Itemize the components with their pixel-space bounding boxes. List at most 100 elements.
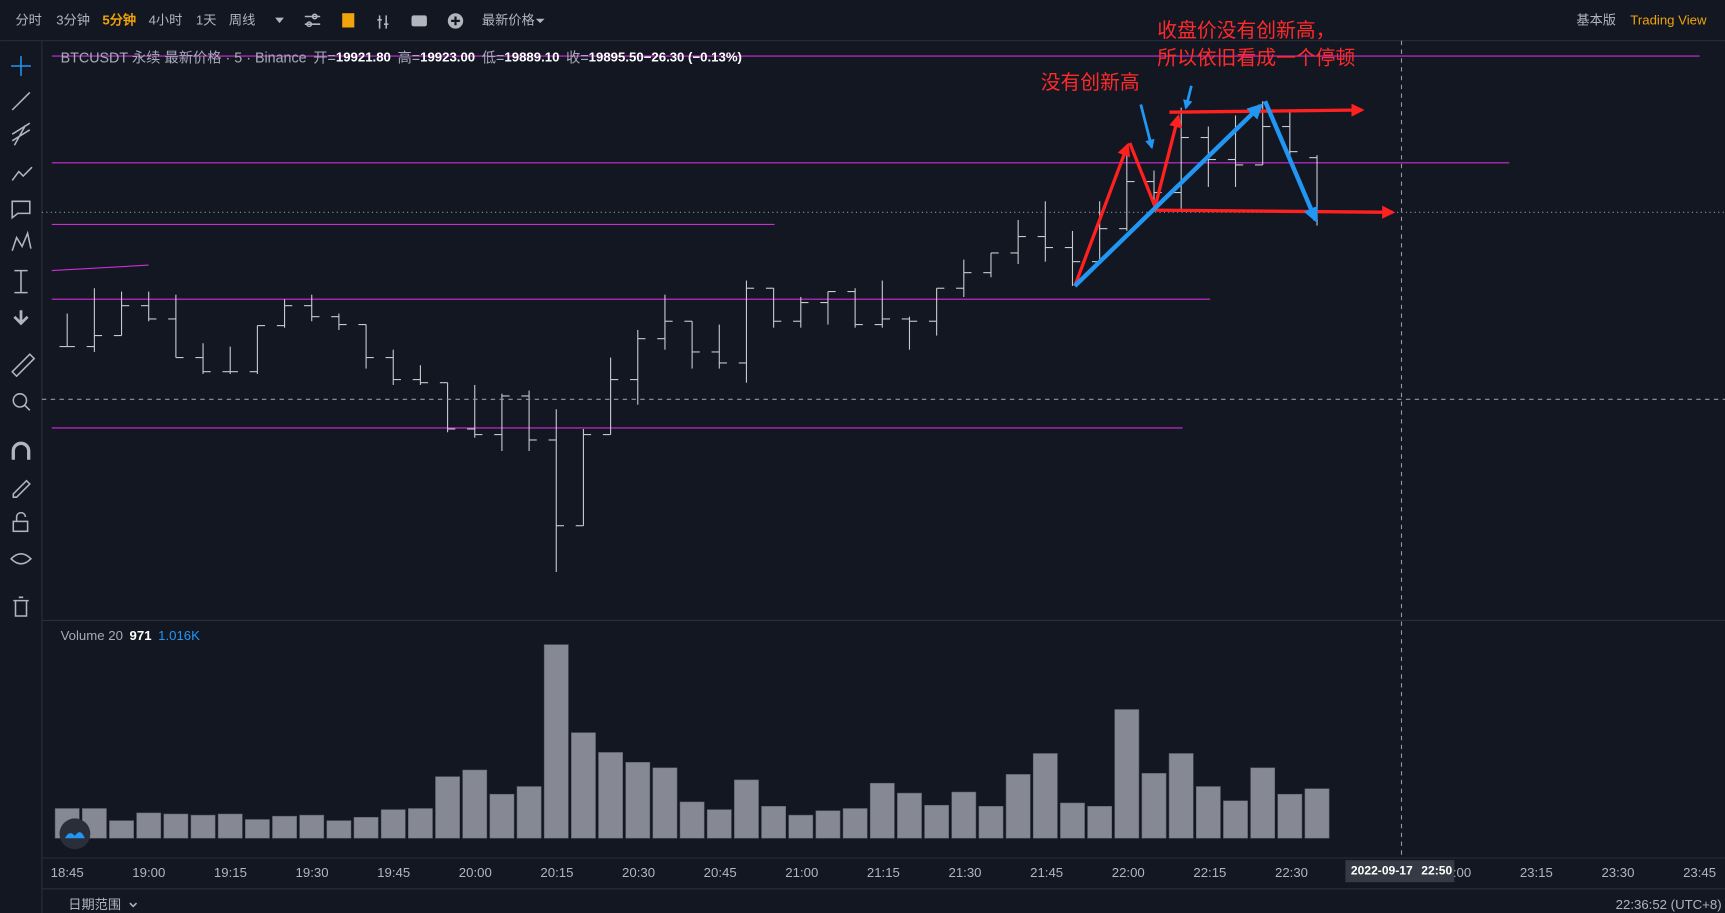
brand[interactable]: Trading View	[1630, 12, 1707, 27]
zoom-handle	[23, 404, 31, 411]
measure-tool[interactable]	[14, 269, 28, 294]
toolbar: 分时 3分钟 5分钟 4小时 1天 周线 最新价格 基本版 Trading View	[16, 11, 1707, 29]
volume-bar	[815, 810, 841, 839]
time-label: 23:30	[1601, 865, 1634, 880]
add-plus	[451, 16, 460, 26]
date-range[interactable]: 日期范围	[68, 897, 121, 912]
time-label: 23:15	[1520, 865, 1553, 880]
clock: 22:36:52 (UTC+8)	[1616, 897, 1722, 912]
volume-bar	[978, 806, 1004, 839]
volume-bar	[1195, 786, 1221, 839]
volume-bar	[353, 817, 379, 839]
volume-bar	[788, 814, 814, 839]
price-bars	[59, 101, 1325, 572]
time-label: 23:45	[1683, 865, 1716, 880]
volume-bar	[190, 814, 216, 839]
edition[interactable]: 基本版	[1576, 12, 1616, 27]
time-label: 22:15	[1193, 865, 1226, 880]
price-type[interactable]: 最新价格	[482, 12, 535, 27]
ruler-tool[interactable]	[11, 353, 36, 378]
volume-bar	[1277, 793, 1303, 839]
legend-low-label: 低=	[482, 49, 505, 66]
volume-bar	[435, 776, 460, 839]
replay-icon[interactable]	[377, 15, 389, 29]
legend-low: 19889.10	[504, 50, 559, 65]
time-label: 20:00	[459, 865, 492, 880]
volume-bar	[489, 793, 515, 839]
volume-bar	[924, 804, 950, 839]
time-label: 21:45	[1030, 865, 1063, 880]
indicators-icon[interactable]	[304, 13, 321, 28]
time-label: 19:30	[296, 865, 329, 880]
volume-bar	[652, 767, 678, 839]
horizontal-lines	[51, 55, 1700, 429]
interval[interactable]: 5分钟	[102, 11, 136, 27]
red-arrow	[1152, 205, 1396, 219]
time-label: 20:30	[622, 865, 655, 880]
volume-bar	[516, 786, 542, 839]
volume-bar	[462, 769, 488, 839]
template-icon[interactable]	[342, 13, 355, 28]
blue-arrow	[1139, 104, 1155, 150]
time-axis: 18:45 19:00 19:15 19:30 19:45 20:00 20:15 20:30…	[51, 865, 1716, 880]
volume-bar	[897, 792, 922, 839]
interval[interactable]: 周线	[229, 12, 255, 27]
volume-bar	[869, 782, 895, 839]
volume-bar	[1223, 800, 1248, 839]
drawn-line[interactable]	[51, 264, 149, 272]
volume-bar	[299, 814, 325, 839]
date-range-chevron	[129, 902, 138, 908]
time-label: 20:15	[540, 865, 573, 880]
camera-icon[interactable]	[411, 15, 427, 27]
pattern-tool[interactable]	[11, 230, 32, 252]
volume-bar	[1114, 709, 1140, 839]
fib-tool[interactable]	[11, 122, 31, 146]
legend-high: 19923.00	[420, 50, 475, 65]
crosshair-time: 22:50	[1421, 863, 1452, 877]
volume-ma: 1.016K	[158, 628, 200, 643]
legend-change: −26.30 (−0.13%)	[644, 50, 742, 65]
volume-bar	[625, 762, 651, 839]
crosshair-tool[interactable]	[11, 56, 31, 76]
volume-bar	[326, 820, 352, 839]
zoom-tool[interactable]	[12, 393, 28, 408]
volume-bar	[734, 779, 759, 839]
legend-high-label: 高=	[397, 49, 420, 66]
interval[interactable]: 1天	[196, 12, 217, 27]
volume-bar	[109, 820, 134, 839]
time-label: 22:30	[1275, 865, 1308, 880]
volume-bar	[679, 801, 705, 839]
price-type-dropdown[interactable]	[535, 18, 545, 24]
text-tool[interactable]	[11, 200, 31, 220]
red-arrow	[1073, 142, 1131, 287]
volume-bar	[408, 808, 433, 839]
time-label: 19:45	[377, 865, 410, 880]
volume-bar	[1005, 774, 1031, 839]
volume-bar	[1032, 753, 1058, 839]
dropdown[interactable]	[275, 17, 284, 24]
time-label: 22:00	[1112, 865, 1145, 880]
delete-tool[interactable]	[13, 596, 29, 617]
crosshair-label-box	[1345, 860, 1455, 883]
volume-bar	[245, 819, 270, 839]
lock-tool[interactable]	[12, 520, 29, 533]
legend-open-label: 开=	[313, 50, 336, 66]
time-label: 20:45	[704, 865, 737, 880]
volume-bar	[842, 808, 868, 839]
time-label: 19:15	[214, 865, 247, 880]
volume-bar	[1304, 788, 1330, 839]
line-tool[interactable]	[11, 91, 31, 111]
visibility-tool[interactable]	[10, 553, 32, 565]
brush-tool[interactable]	[11, 166, 33, 181]
lock-draw-tool[interactable]	[12, 479, 31, 498]
interval[interactable]: 3分钟	[56, 11, 90, 27]
blue-arrow	[1183, 85, 1193, 110]
time-label: 18:45	[51, 865, 84, 880]
interval[interactable]: 4小时	[149, 12, 183, 27]
logo[interactable]	[59, 818, 91, 850]
magnet-tool[interactable]	[11, 441, 31, 460]
arrow-tool[interactable]	[13, 310, 29, 326]
interval[interactable]: 分时	[16, 12, 42, 27]
blue-arrow	[1073, 103, 1263, 288]
